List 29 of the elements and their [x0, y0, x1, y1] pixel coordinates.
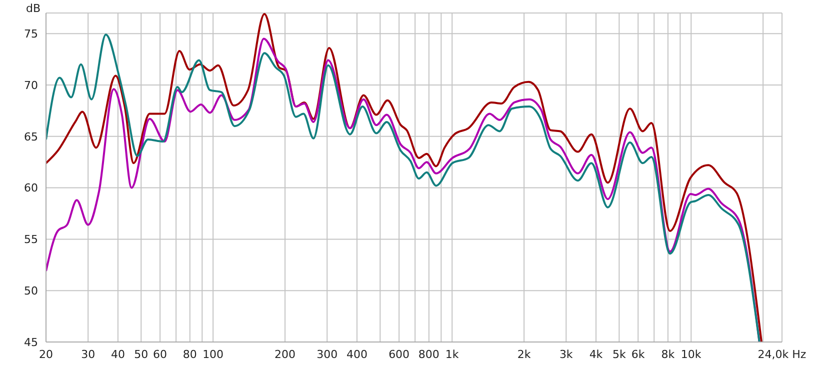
y-tick-label: 45	[24, 336, 38, 349]
x-tick-label: 50	[134, 348, 148, 361]
x-tick-label: 1k	[445, 348, 460, 361]
x-tick-label: 800	[418, 348, 440, 361]
x-tick-label: 300	[316, 348, 338, 361]
x-tick-label: 100	[202, 348, 224, 361]
x-tick-label: 8k	[661, 348, 676, 361]
y-tick-label: 65	[24, 130, 38, 144]
x-tick-label: 3k	[559, 348, 574, 361]
x-tick-label: 400	[346, 348, 368, 361]
x-tick-label: 30	[81, 348, 96, 361]
y-tick-label: 70	[24, 78, 38, 92]
y-tick-label: 55	[24, 233, 38, 246]
x-tick-label: 5k	[612, 348, 626, 361]
y-tick-label: 50	[24, 284, 38, 298]
x-tick-label: 2k	[517, 348, 532, 361]
x-tick-label: 6k	[631, 348, 646, 361]
x-tick-label: 24,0k Hz	[758, 348, 806, 361]
x-tick-label: 200	[274, 348, 296, 361]
x-tick-label: 40	[110, 348, 125, 361]
x-tick-label: 60	[153, 348, 168, 361]
x-tick-label: 80	[182, 348, 197, 361]
y-axis-title: dB	[26, 2, 41, 15]
y-tick-label: 75	[24, 27, 38, 40]
x-tick-label: 600	[388, 348, 410, 361]
x-tick-label: 20	[39, 348, 53, 361]
x-tick-label: 10k	[680, 348, 702, 361]
y-tick-label: 60	[24, 182, 38, 195]
x-tick-label: 4k	[589, 348, 604, 361]
